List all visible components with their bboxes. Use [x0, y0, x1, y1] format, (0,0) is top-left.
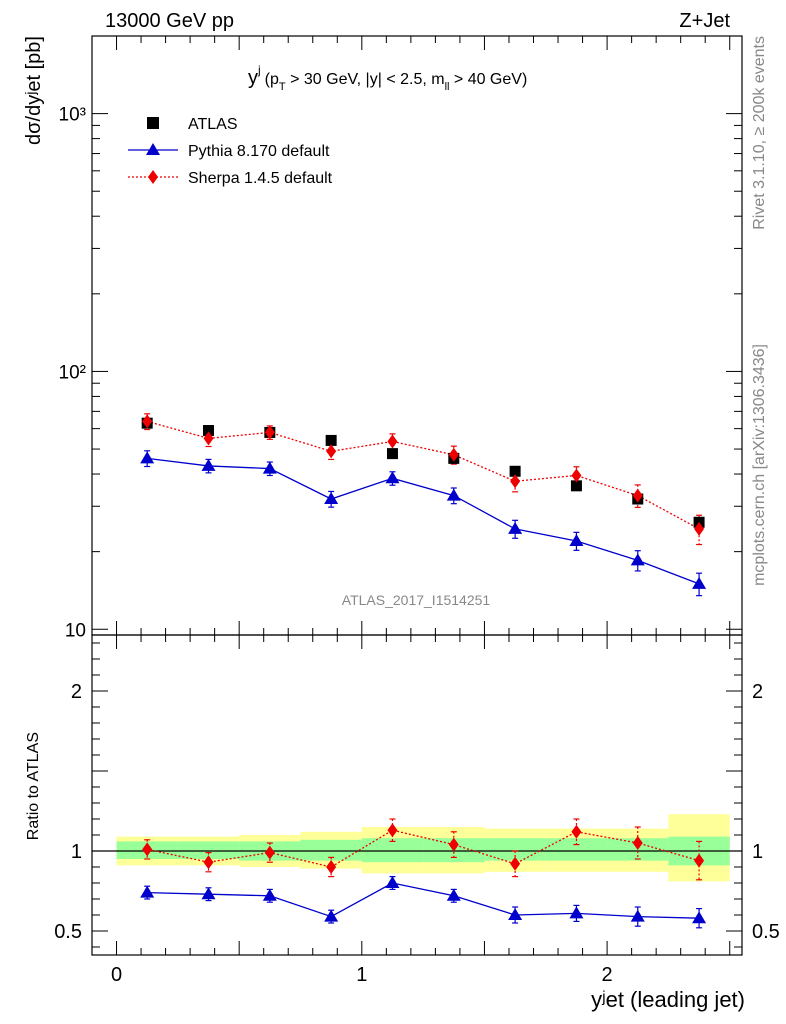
- pythia-point: [446, 488, 461, 501]
- cut-pt-sub: T: [279, 81, 286, 93]
- ratio-pythia-point: [385, 876, 400, 888]
- header-right: Z+Jet: [679, 10, 730, 32]
- legend-label-sherpa: Sherpa 1.4.5 default: [188, 170, 333, 187]
- ratio-pythia-point: [262, 888, 277, 901]
- atlas-point: [386, 448, 398, 460]
- atlas-point: [325, 434, 337, 446]
- ratio-band-inner: [300, 839, 362, 861]
- legend-label-pythia: Pythia 8.170 default: [188, 143, 330, 160]
- legend-marker-pythia: [146, 143, 160, 155]
- ratio-pythia-point: [140, 885, 155, 898]
- pythia-point: [324, 492, 339, 505]
- pythia-line: [147, 457, 700, 585]
- sherpa-point: [632, 488, 643, 503]
- ratio-ylabel: Ratio to ATLAS: [25, 732, 42, 840]
- cut-y-sup: j: [257, 63, 261, 77]
- ratio-sherpa-point: [264, 845, 275, 860]
- ratio-sherpa-point: [694, 853, 705, 868]
- ratio-sherpa-point: [632, 836, 643, 850]
- pythia-point: [140, 451, 155, 464]
- ratio-pythia-line: [147, 882, 700, 919]
- main-y-tick-label: 10³: [59, 105, 86, 126]
- x-tick-label: 1: [356, 964, 367, 986]
- ratio-band-inner: [177, 841, 240, 859]
- ratio-y-tick-label: 0.5: [54, 921, 82, 943]
- ratio-band-inner: [361, 838, 424, 863]
- cut-m-sub: ll: [445, 81, 450, 93]
- ratio-pythia-point: [324, 909, 339, 922]
- pythia-point: [569, 533, 584, 546]
- cut-y: y: [248, 67, 258, 89]
- ratio-frame: [91, 634, 743, 956]
- ratio-sherpa-point: [142, 842, 153, 857]
- pythia-point: [262, 461, 277, 474]
- ratio-band-inner: [484, 838, 546, 861]
- ratio-y-tick-label: 1: [71, 841, 82, 863]
- ratio-y-tick-label-right: 0.5: [752, 921, 780, 943]
- sherpa-point: [326, 444, 337, 459]
- sherpa-point: [694, 521, 705, 536]
- sherpa-line: [147, 420, 700, 530]
- cut-pre: (p: [265, 71, 279, 88]
- ratio-sherpa-point: [203, 855, 214, 870]
- legend-marker-sherpa: [148, 170, 158, 184]
- cut-label: yj (pT > 30 GeV, |y| < 2.5, mll > 40 GeV): [248, 63, 527, 93]
- ratio-sherpa-point: [387, 823, 398, 838]
- cut-post: > 40 GeV): [449, 71, 527, 88]
- sherpa-point: [264, 425, 275, 440]
- sherpa-point: [510, 474, 521, 489]
- atlas-point: [203, 425, 215, 437]
- ratio-pythia-point: [630, 909, 645, 922]
- ratio-pythia-point: [446, 888, 461, 901]
- legend-marker-atlas: [147, 117, 159, 129]
- pythia-point: [201, 458, 216, 471]
- ratio-pythia-point: [508, 908, 523, 920]
- atlas-point: [570, 480, 582, 492]
- header-left: 13000 GeV pp: [105, 10, 234, 32]
- ratio-panel: 0 1 2 0.5 0.5 1 1 2 2: [54, 634, 780, 986]
- atlas-point: [509, 465, 521, 477]
- ratio-y-tick-label: 2: [71, 681, 82, 703]
- ratio-sherpa-point: [510, 856, 521, 871]
- xlabel: yʲet (leading jet): [591, 987, 745, 1012]
- sherpa-point: [571, 468, 582, 483]
- legend: ATLAS Pythia 8.170 default Sherpa 1.4.5 …: [128, 116, 333, 187]
- rivet-label: Rivet 3.1.10, ≥ 200k events: [751, 36, 768, 230]
- ratio-pythia-point: [692, 911, 707, 924]
- pythia-point: [508, 521, 523, 534]
- mcplots-label: mcplots.cern.ch [arXiv:1306.3436]: [751, 344, 768, 586]
- pythia-point: [630, 553, 645, 566]
- watermark: ATLAS_2017_I1514251: [342, 592, 491, 608]
- ratio-pythia-point: [569, 906, 584, 919]
- ratio-sherpa-point: [448, 837, 459, 852]
- cut-mid: > 30 GeV, |y| < 2.5, m: [286, 71, 445, 88]
- sherpa-point: [203, 431, 214, 446]
- main-panel: 10 10² 10³: [59, 35, 743, 955]
- pythia-point: [692, 576, 707, 589]
- ratio-y-tick-label-right: 1: [752, 841, 763, 863]
- x-tick-label: 0: [111, 964, 122, 986]
- sherpa-point: [142, 414, 153, 429]
- ratio-band-inner: [545, 838, 608, 861]
- main-y-tick-label: 10²: [59, 362, 86, 383]
- main-ylabel: dσ/dyʲet [pb]: [23, 36, 45, 145]
- ratio-sherpa-point: [571, 824, 582, 839]
- x-tick-label: 2: [602, 964, 613, 986]
- sherpa-point: [387, 434, 398, 449]
- ratio-pythia-point: [201, 887, 216, 900]
- ratio-sherpa-point: [326, 860, 337, 874]
- ratio-sherpa-line: [147, 829, 700, 868]
- main-y-tick-label: 10: [65, 620, 86, 641]
- sherpa-point: [448, 447, 459, 462]
- legend-label-atlas: ATLAS: [188, 116, 238, 133]
- pythia-point: [385, 471, 400, 484]
- ratio-y-tick-label-right: 2: [752, 681, 763, 703]
